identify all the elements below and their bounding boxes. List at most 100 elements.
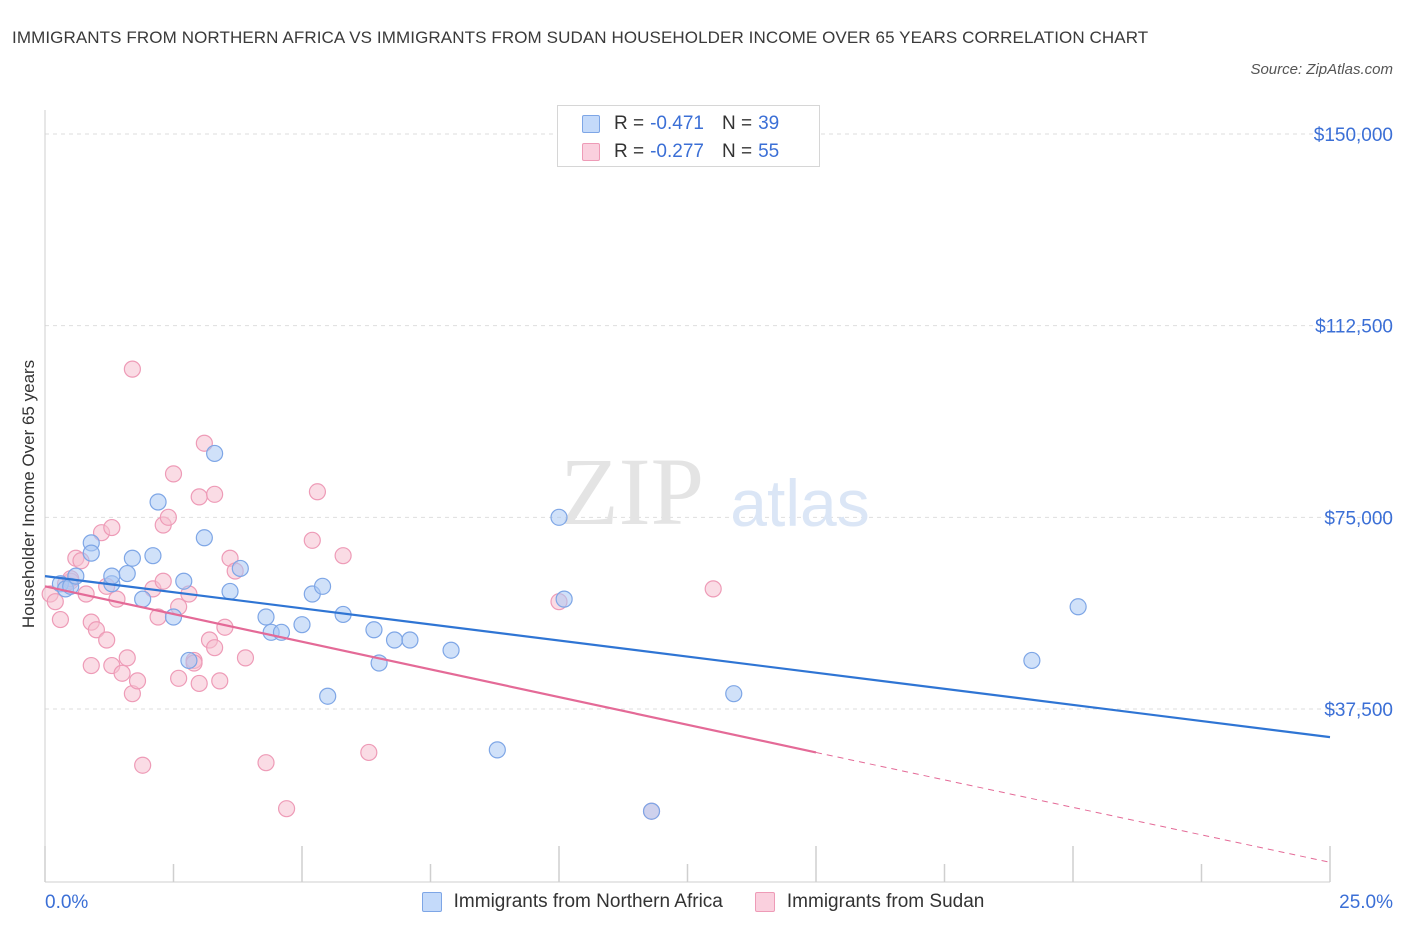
data-point-sudan <box>134 756 152 774</box>
grid-lines <box>45 133 1392 710</box>
data-point-northern-africa <box>1069 598 1087 616</box>
chart-title: IMMIGRANTS FROM NORTHERN AFRICA VS IMMIG… <box>12 28 1149 47</box>
data-point-sudan <box>195 434 213 452</box>
data-point-northern-africa <box>195 529 213 547</box>
x-tick-labels: 0.0% 25.0% <box>45 892 1393 913</box>
r-value: -0.471 <box>650 113 704 134</box>
data-point-sudan <box>334 547 352 565</box>
data-point-sudan <box>308 483 327 501</box>
r-value: -0.277 <box>650 141 704 162</box>
data-point-sudan <box>190 674 208 693</box>
data-point-northern-africa <box>313 577 332 595</box>
legend-item-sudan[interactable]: Immigrants from Sudan <box>754 891 985 913</box>
data-point-sudan <box>277 800 296 818</box>
legend-swatch-pink <box>754 892 775 912</box>
y-axis-label: Householder Income Over 65 years <box>19 360 38 628</box>
stats-legend: R = -0.471 N = 39 R = -0.277 N = 55 <box>557 105 820 167</box>
data-point-sudan <box>360 743 378 762</box>
data-point-sudan <box>154 572 172 590</box>
data-point-northern-africa <box>488 741 506 759</box>
data-point-sudan <box>51 610 70 629</box>
data-point-northern-africa <box>164 608 183 626</box>
legend-label: Immigrants from Northern Africa <box>453 891 723 912</box>
data-point-northern-africa <box>365 621 383 639</box>
data-point-sudan <box>236 649 255 667</box>
trend-line-northern-africa <box>44 575 1331 739</box>
data-point-sudan <box>113 664 131 682</box>
legend-swatch-blue <box>582 115 600 133</box>
legend-swatch-blue <box>421 892 442 912</box>
data-point-sudan <box>123 360 141 378</box>
n-label: N = <box>721 113 753 134</box>
data-point-sudan <box>108 590 126 608</box>
data-point-sudan <box>98 631 116 649</box>
data-point-northern-africa <box>231 559 249 578</box>
data-point-sudan <box>206 639 224 657</box>
y-tick-label: $112,500 <box>1315 317 1393 338</box>
data-point-northern-africa <box>401 631 419 649</box>
data-point-northern-africa <box>144 547 162 565</box>
data-point-sudan <box>118 649 136 667</box>
data-point-northern-africa <box>123 549 141 567</box>
data-point-northern-africa <box>175 572 193 590</box>
legend-item-northern-africa[interactable]: Immigrants from Northern Africa <box>421 891 723 913</box>
data-point-northern-africa <box>134 590 152 608</box>
data-point-northern-africa <box>1023 651 1041 670</box>
data-point-sudan <box>128 672 147 690</box>
data-point-sudan <box>190 488 208 506</box>
data-point-sudan <box>211 672 229 690</box>
n-value: 39 <box>758 113 780 134</box>
y-tick-label: $75,000 <box>1324 508 1393 529</box>
data-point-sudan <box>206 485 224 503</box>
watermark-zip: ZIP <box>560 438 704 545</box>
legend-label: Immigrants from Sudan <box>786 891 985 912</box>
x-tick-label: 25.0% <box>1339 892 1393 913</box>
trend-line-sudan <box>815 751 1331 863</box>
r-label: R = <box>614 113 645 134</box>
data-point-northern-africa <box>442 641 460 659</box>
data-point-sudan <box>82 656 100 675</box>
data-point-northern-africa <box>725 685 743 703</box>
data-point-northern-africa <box>180 651 198 670</box>
data-point-sudan <box>164 465 183 483</box>
data-point-sudan <box>159 508 177 526</box>
data-point-northern-africa <box>319 687 337 705</box>
data-point-sudan <box>257 754 275 772</box>
data-point-sudan <box>303 531 321 549</box>
legend-swatch-pink <box>582 143 600 161</box>
y-tick-label: $150,000 <box>1314 125 1393 146</box>
data-point-sudan <box>103 518 121 537</box>
stats-row-northern-africa: R = -0.471 N = 39 <box>582 111 779 137</box>
watermark: ZIP atlas <box>560 438 870 545</box>
data-point-northern-africa <box>149 493 167 511</box>
data-point-northern-africa <box>550 508 568 526</box>
series-sudan-points <box>41 360 722 820</box>
data-point-northern-africa <box>257 608 275 626</box>
source-label: Source: ZipAtlas.com <box>1250 61 1393 78</box>
n-value: 55 <box>758 141 780 162</box>
data-point-sudan <box>87 621 106 639</box>
data-point-northern-africa <box>103 567 121 585</box>
data-point-northern-africa <box>118 564 136 583</box>
watermark-atlas: atlas <box>730 466 869 540</box>
trend-line-sudan <box>44 585 817 754</box>
data-point-northern-africa <box>206 444 224 463</box>
data-point-northern-africa <box>555 590 573 608</box>
data-point-northern-africa <box>221 582 239 601</box>
y-tick-label: $37,500 <box>1324 700 1393 721</box>
data-point-northern-africa <box>385 631 404 649</box>
trend-lines <box>44 575 1331 863</box>
data-point-northern-africa <box>82 544 100 562</box>
data-point-sudan <box>46 593 64 611</box>
axes <box>44 110 1331 883</box>
data-point-northern-africa <box>293 616 311 634</box>
r-label: R = <box>614 141 645 162</box>
stats-row-sudan: R = -0.277 N = 55 <box>582 139 779 165</box>
data-point-northern-africa <box>642 802 661 820</box>
data-point-sudan <box>704 580 722 598</box>
series-legend: Immigrants from Northern Africa Immigran… <box>0 888 1406 916</box>
x-tick-label: 0.0% <box>45 892 88 913</box>
data-point-sudan <box>170 669 188 687</box>
y-tick-labels: $37,500 $75,000 $112,500 $150,000 <box>1314 125 1393 721</box>
